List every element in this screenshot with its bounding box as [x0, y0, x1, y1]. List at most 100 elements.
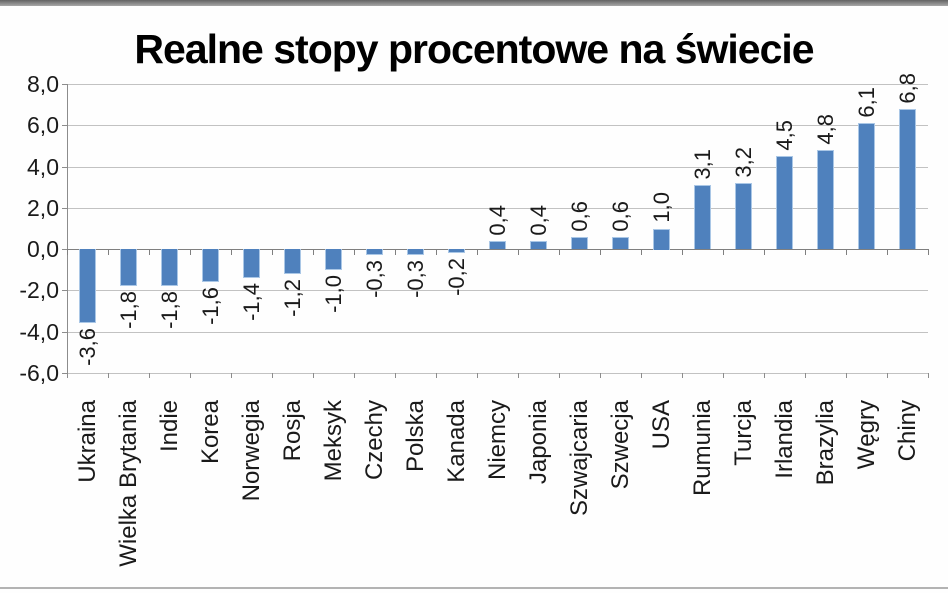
y-axis-tick — [62, 249, 67, 250]
category-label: Węgry — [853, 400, 880, 470]
category-label: Indie — [156, 400, 183, 453]
category-tick-bottom — [436, 373, 437, 378]
category-tick-zero — [313, 249, 314, 255]
bar-Korea — [202, 249, 219, 282]
bar-Rosja — [284, 249, 301, 274]
category-tick-zero — [928, 249, 929, 255]
gridline — [67, 167, 928, 168]
value-label: 1,0 — [649, 192, 674, 223]
category-tick-zero — [723, 249, 724, 255]
category-label: Chiny — [894, 400, 921, 462]
chart-title: Realne stopy procentowe na świecie — [134, 26, 814, 72]
category-tick-zero — [108, 249, 109, 255]
category-tick-bottom — [846, 373, 847, 378]
category-label: Japonia — [525, 400, 552, 485]
gridline — [67, 125, 928, 126]
category-label: Niemcy — [484, 400, 511, 481]
bar-Ukraina — [79, 249, 96, 323]
gridline — [67, 290, 928, 291]
category-label: Wielka Brytania — [115, 400, 142, 567]
category-tick-zero — [436, 249, 437, 255]
y-axis-tick — [62, 125, 67, 126]
category-tick-zero — [231, 249, 232, 255]
bottom-border-rule — [0, 587, 948, 589]
category-label: Rosja — [279, 400, 306, 462]
bar-Japonia — [530, 241, 547, 249]
gridline — [67, 208, 928, 209]
bar-Polska — [407, 249, 424, 255]
y-axis-tick — [62, 373, 67, 374]
category-tick-bottom — [518, 373, 519, 378]
category-tick-bottom — [682, 373, 683, 378]
y-axis-tick — [62, 167, 67, 168]
bar-Turcja — [735, 183, 752, 249]
category-tick-zero — [272, 249, 273, 255]
gridline — [67, 84, 928, 85]
category-tick-bottom — [231, 373, 232, 378]
y-axis-tick — [62, 84, 67, 85]
category-tick-bottom — [108, 373, 109, 378]
value-label: -0,3 — [403, 260, 428, 298]
y-tick-label: -4,0 — [19, 319, 59, 345]
category-tick-zero — [682, 249, 683, 255]
category-label: Ukraina — [74, 400, 101, 483]
value-label: -0,3 — [362, 260, 387, 298]
y-axis-tick — [62, 208, 67, 209]
category-label: Kanada — [443, 400, 470, 483]
gridline — [67, 373, 928, 374]
value-label: -0,2 — [444, 258, 469, 296]
category-tick-bottom — [313, 373, 314, 378]
category-tick-bottom — [149, 373, 150, 378]
category-tick-zero — [477, 249, 478, 255]
y-tick-label: 8,0 — [27, 71, 59, 97]
category-tick-zero — [887, 249, 888, 255]
category-label: Korea — [197, 400, 224, 465]
category-tick-bottom — [354, 373, 355, 378]
y-tick-label: -6,0 — [19, 360, 59, 386]
category-tick-zero — [559, 249, 560, 255]
value-label: -3,6 — [75, 328, 100, 366]
bar-Norwegia — [243, 249, 260, 278]
value-label: 0,4 — [526, 205, 551, 236]
bar-Wielka Brytania — [120, 249, 137, 286]
value-label: -1,8 — [157, 291, 182, 329]
y-tick-label: 4,0 — [27, 154, 59, 180]
y-axis-line — [67, 84, 68, 378]
gridline — [67, 332, 928, 333]
category-tick-bottom — [764, 373, 765, 378]
bar-Brazylia — [817, 150, 834, 249]
category-tick-bottom — [477, 373, 478, 378]
category-label: Rumunia — [689, 400, 716, 497]
y-axis-tick — [62, 290, 67, 291]
value-label: -1,0 — [321, 275, 346, 313]
value-label: 6,8 — [895, 73, 920, 104]
category-label: USA — [648, 400, 675, 450]
category-label: Turcja — [730, 400, 757, 466]
category-tick-zero — [518, 249, 519, 255]
category-tick-bottom — [723, 373, 724, 378]
category-tick-bottom — [641, 373, 642, 378]
category-label: Czechy — [361, 400, 388, 481]
value-label: -1,8 — [116, 291, 141, 329]
value-label: -1,6 — [198, 287, 223, 325]
category-tick-bottom — [805, 373, 806, 378]
category-tick-bottom — [67, 373, 68, 378]
category-label: Norwegia — [238, 400, 265, 502]
category-tick-bottom — [887, 373, 888, 378]
category-label: Polska — [402, 400, 429, 473]
category-tick-zero — [395, 249, 396, 255]
category-tick-zero — [846, 249, 847, 255]
category-tick-bottom — [190, 373, 191, 378]
bar-Indie — [161, 249, 178, 286]
y-tick-label: 0,0 — [27, 236, 59, 262]
top-border-bar — [0, 0, 948, 6]
y-axis-tick — [62, 332, 67, 333]
zero-axis-line — [67, 249, 928, 250]
value-label: -1,2 — [280, 279, 305, 317]
category-tick-bottom — [928, 373, 929, 378]
y-tick-label: 6,0 — [27, 112, 59, 138]
value-label: 0,6 — [608, 201, 633, 232]
category-tick-bottom — [395, 373, 396, 378]
value-label: 4,8 — [813, 114, 838, 145]
bar-Kanada — [448, 249, 465, 253]
